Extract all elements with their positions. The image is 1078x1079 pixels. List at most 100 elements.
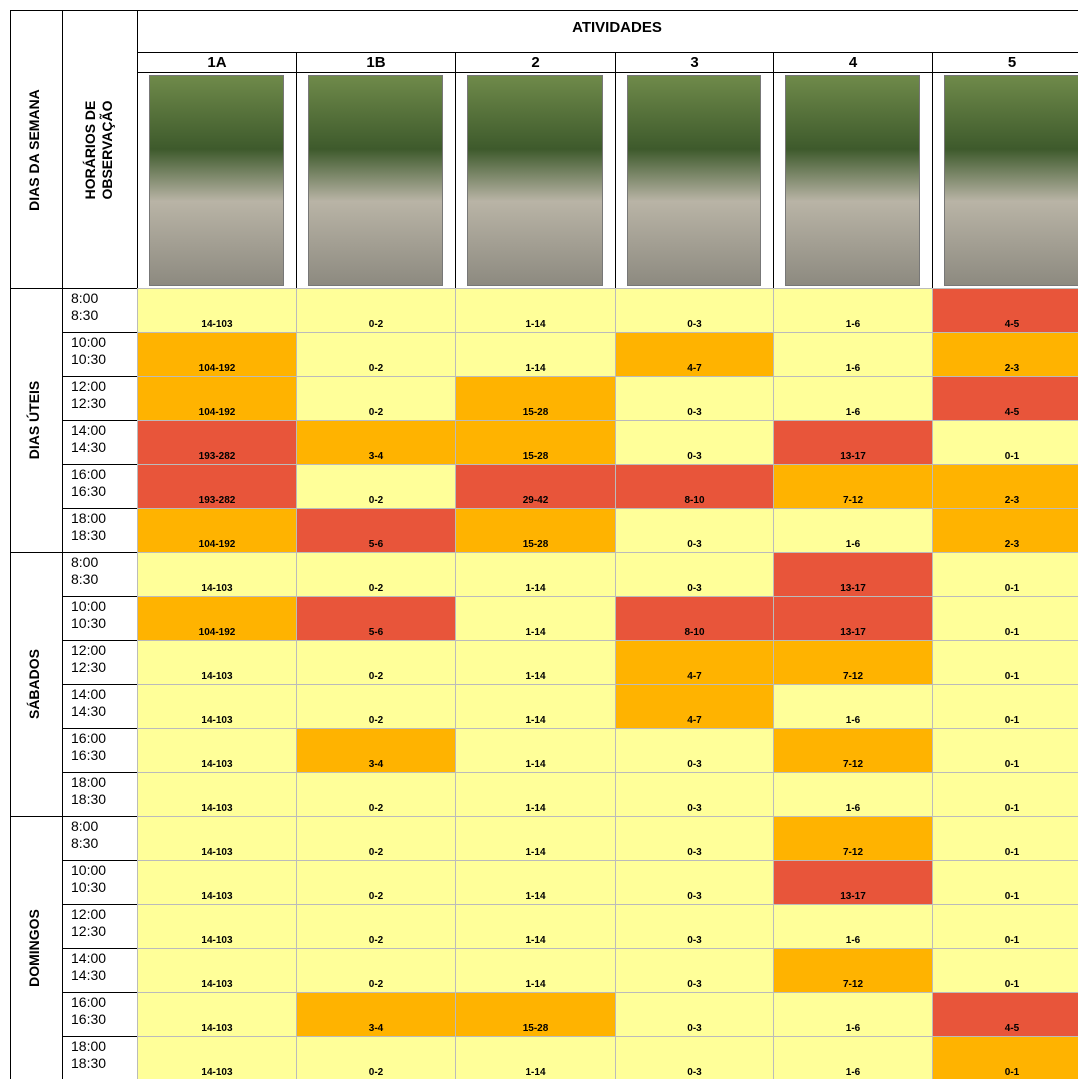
time-cell: 14:00 14:30 — [62, 420, 138, 465]
value-cell: 104-192 — [137, 376, 297, 421]
value-cell: 0-2 — [296, 904, 456, 949]
value-cell: 2-3 — [932, 332, 1078, 377]
photo — [944, 75, 1078, 286]
value-cell: 1-14 — [455, 596, 616, 641]
time-text: 12:30 — [71, 659, 107, 675]
value-cell: 14-103 — [137, 640, 297, 685]
time-cell: 12:00 12:30 — [62, 376, 138, 421]
value-cell: 0-2 — [296, 376, 456, 421]
time-text: 14:30 — [71, 703, 107, 719]
time-text: 10:30 — [71, 351, 107, 367]
value-cell: 14-103 — [137, 684, 297, 729]
time-text: 16:00 — [71, 466, 107, 482]
value-cell: 7-12 — [773, 728, 933, 773]
value-cell: 0-1 — [932, 1036, 1078, 1079]
photo — [308, 75, 443, 286]
value-cell: 104-192 — [137, 596, 297, 641]
value-cell: 4-5 — [932, 288, 1078, 333]
time-text: 14:30 — [71, 967, 107, 983]
time-text: 14:00 — [71, 686, 107, 702]
value-cell: 0-2 — [296, 684, 456, 729]
value-cell: 7-12 — [773, 948, 933, 993]
value-cell: 1-14 — [455, 640, 616, 685]
value-cell: 0-2 — [296, 1036, 456, 1079]
value-cell: 4-5 — [932, 992, 1078, 1037]
time-cell: 12:00 12:30 — [62, 640, 138, 685]
value-cell: 1-6 — [773, 376, 933, 421]
value-cell: 13-17 — [773, 596, 933, 641]
group-label: SÁBADOS — [26, 649, 42, 720]
value-cell: 15-28 — [455, 376, 616, 421]
value-cell: 5-6 — [296, 508, 456, 553]
time-text: 8:00 — [71, 818, 99, 834]
value-cell: 1-6 — [773, 992, 933, 1037]
time-cell: 14:00 14:30 — [62, 948, 138, 993]
time-cell: 16:00 16:30 — [62, 728, 138, 773]
value-cell: 1-14 — [455, 860, 616, 905]
value-cell: 2-3 — [932, 464, 1078, 509]
value-cell: 1-6 — [773, 288, 933, 333]
value-cell: 104-192 — [137, 508, 297, 553]
photo — [785, 75, 920, 286]
value-cell: 4-7 — [615, 684, 774, 729]
time-text: 18:30 — [71, 791, 107, 807]
time-text: 18:00 — [71, 510, 107, 526]
time-text: 8:30 — [71, 571, 99, 587]
value-cell: 0-2 — [296, 816, 456, 861]
header-title: ATIVIDADES — [137, 10, 1078, 53]
column-label: 1B — [296, 52, 456, 73]
value-cell: 1-14 — [455, 552, 616, 597]
value-cell: 14-103 — [137, 816, 297, 861]
value-cell: 3-4 — [296, 992, 456, 1037]
value-cell: 5-6 — [296, 596, 456, 641]
value-cell: 0-1 — [932, 948, 1078, 993]
time-cell: 16:00 16:30 — [62, 992, 138, 1037]
value-cell: 2-3 — [932, 508, 1078, 553]
time-text: 8:30 — [71, 835, 99, 851]
time-text: 12:30 — [71, 923, 107, 939]
value-cell: 0-1 — [932, 860, 1078, 905]
time-text: 16:00 — [71, 994, 107, 1010]
value-cell: 13-17 — [773, 552, 933, 597]
time-text: 14:00 — [71, 422, 107, 438]
value-cell: 0-3 — [615, 816, 774, 861]
time-text: 12:30 — [71, 395, 107, 411]
value-cell: 0-2 — [296, 948, 456, 993]
time-cell: 18:00 18:30 — [62, 1036, 138, 1079]
value-cell: 0-3 — [615, 508, 774, 553]
value-cell: 1-6 — [773, 332, 933, 377]
time-text: 10:00 — [71, 862, 107, 878]
time-text: 10:30 — [71, 615, 107, 631]
time-text: 12:00 — [71, 906, 107, 922]
photo — [149, 75, 284, 286]
value-cell: 14-103 — [137, 948, 297, 993]
time-text: 10:00 — [71, 598, 107, 614]
time-text: 18:00 — [71, 774, 107, 790]
value-cell: 0-2 — [296, 464, 456, 509]
time-cell: 12:00 12:30 — [62, 904, 138, 949]
value-cell: 1-6 — [773, 1036, 933, 1079]
days-label: DIAS DA SEMANA — [26, 89, 42, 211]
value-cell: 0-3 — [615, 376, 774, 421]
value-cell: 1-14 — [455, 948, 616, 993]
value-cell: 0-3 — [615, 860, 774, 905]
times-label: HORÁRIOS DE OBSERVAÇÃO — [82, 50, 118, 250]
value-cell: 0-3 — [615, 904, 774, 949]
value-cell: 193-282 — [137, 464, 297, 509]
value-cell: 8-10 — [615, 464, 774, 509]
time-cell: 18:00 18:30 — [62, 508, 138, 553]
value-cell: 0-2 — [296, 772, 456, 817]
value-cell: 4-7 — [615, 640, 774, 685]
value-cell: 0-2 — [296, 860, 456, 905]
value-cell: 0-2 — [296, 288, 456, 333]
value-cell: 0-3 — [615, 1036, 774, 1079]
value-cell: 0-3 — [615, 772, 774, 817]
value-cell: 1-6 — [773, 508, 933, 553]
time-text: 8:30 — [71, 307, 99, 323]
value-cell: 13-17 — [773, 860, 933, 905]
time-text: 10:30 — [71, 879, 107, 895]
value-cell: 0-1 — [932, 640, 1078, 685]
time-text: 16:00 — [71, 730, 107, 746]
time-cell: 14:00 14:30 — [62, 684, 138, 729]
